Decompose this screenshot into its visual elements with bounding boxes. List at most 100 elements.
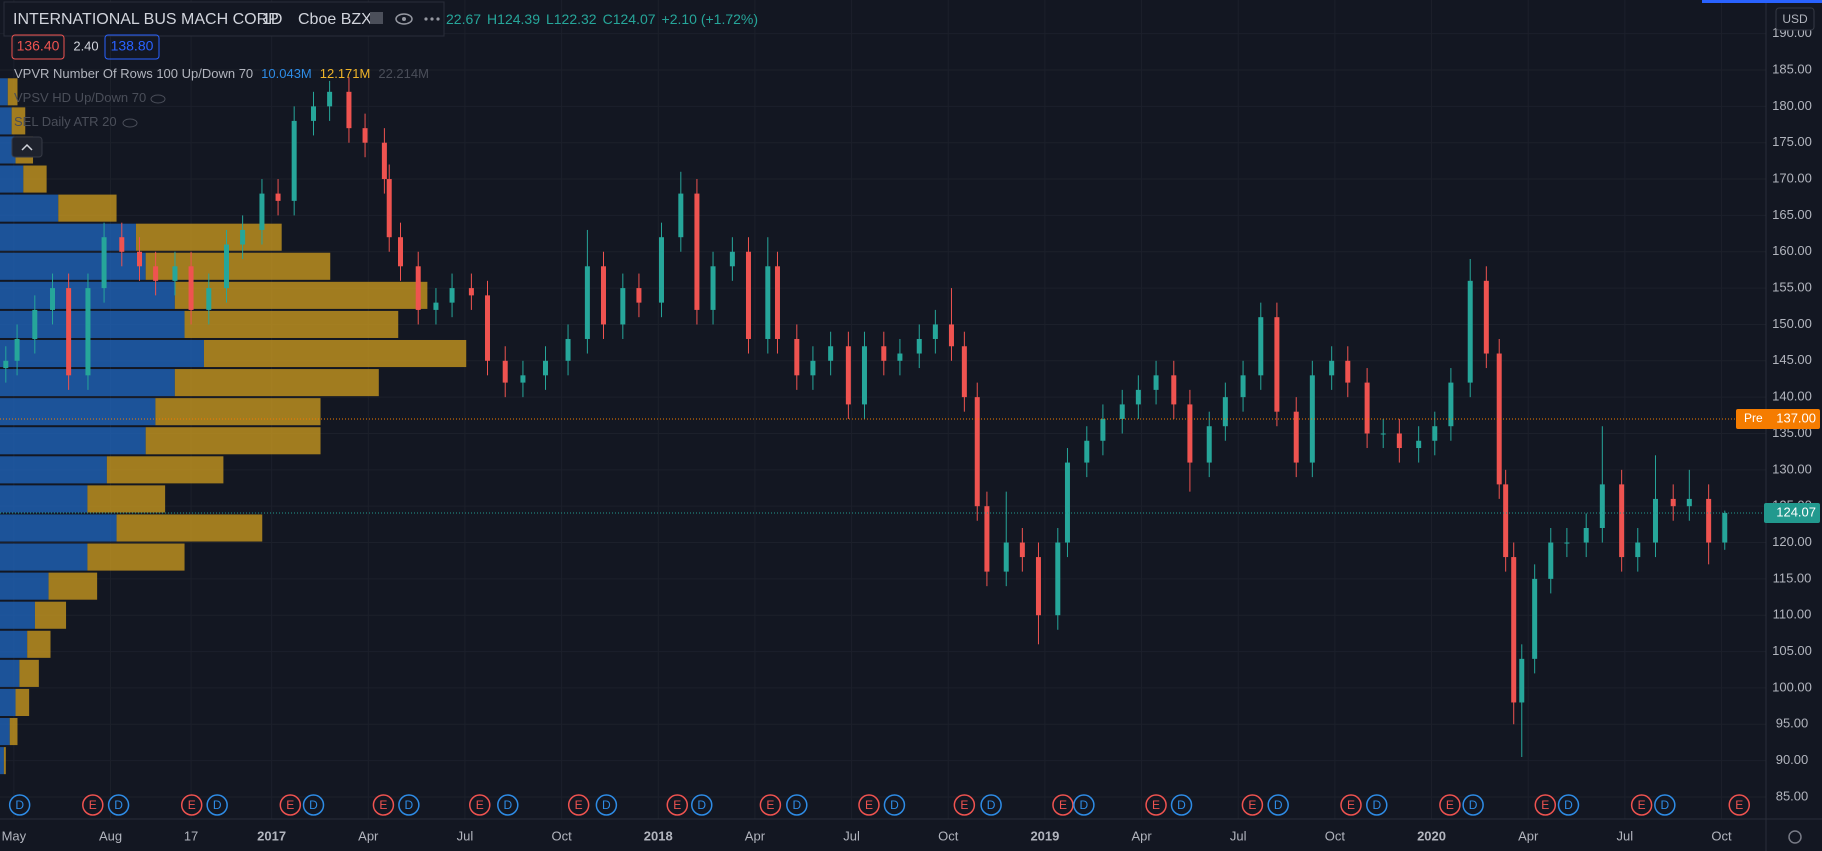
event-label: D <box>602 798 611 812</box>
event-marker[interactable] <box>497 794 519 816</box>
ask-box[interactable] <box>104 34 160 60</box>
profile-down <box>34 601 67 629</box>
event-marker[interactable] <box>372 794 395 816</box>
candle-body <box>433 302 439 310</box>
profile-down <box>58 194 117 222</box>
candle-body <box>386 179 392 238</box>
indicator-title: VPSV HD Up/Down 70 <box>14 90 146 105</box>
event-label: D <box>309 798 318 812</box>
candle-body <box>974 397 980 507</box>
event-marker[interactable] <box>595 794 618 816</box>
x-tick-label: May <box>2 828 27 843</box>
profile-up <box>0 78 8 106</box>
candle-body <box>1686 498 1692 507</box>
profile-down <box>87 543 185 571</box>
event-marker[interactable] <box>279 794 302 816</box>
event-marker[interactable] <box>1052 794 1074 816</box>
candle-body <box>1532 578 1538 659</box>
x-tick-label: 17 <box>184 828 198 843</box>
event-label: E <box>960 798 968 812</box>
y-tick-label: 85.00 <box>1776 788 1809 803</box>
event-marker[interactable] <box>1630 794 1653 816</box>
y-tick-label: 95.00 <box>1776 716 1809 731</box>
y-tick-label: 180.00 <box>1772 98 1812 113</box>
more-icon[interactable] <box>424 17 440 21</box>
event-marker[interactable] <box>1073 794 1095 816</box>
interval: 1D <box>262 11 282 28</box>
event-label: D <box>1660 798 1669 812</box>
event-marker[interactable] <box>1534 794 1557 816</box>
settings-icon[interactable] <box>1788 830 1802 844</box>
event-marker[interactable] <box>858 794 880 816</box>
indicator-title: VPVR Number Of Rows 100 Up/Down 70 <box>14 66 253 81</box>
event-marker[interactable] <box>1728 794 1751 816</box>
event-marker[interactable] <box>107 794 130 816</box>
event-marker[interactable] <box>180 794 203 816</box>
event-marker[interactable] <box>759 794 782 816</box>
event-marker[interactable] <box>666 794 689 816</box>
collapse-button[interactable] <box>11 136 43 158</box>
flag-icon[interactable] <box>370 12 383 24</box>
indicator-value: 22.214M <box>378 66 429 81</box>
event-marker[interactable] <box>1145 794 1167 816</box>
candle-body <box>520 375 526 383</box>
event-marker[interactable] <box>1170 794 1193 816</box>
event-marker[interactable] <box>1439 794 1461 816</box>
exchange: Cboe BZX <box>298 11 372 28</box>
x-tick-label: Jul <box>843 828 860 843</box>
candle-body <box>3 360 9 369</box>
candle-body <box>275 193 281 201</box>
event-marker[interactable] <box>469 794 491 816</box>
candle-body <box>346 91 352 129</box>
event-marker[interactable] <box>1366 794 1388 816</box>
candle-body <box>1519 658 1525 703</box>
y-tick-label: 110.00 <box>1773 607 1812 622</box>
ohlc-value: C124.07 <box>603 11 656 27</box>
y-tick-label: 105.00 <box>1772 643 1812 658</box>
candle-body <box>1019 542 1025 558</box>
candle-body <box>259 193 265 230</box>
event-marker[interactable] <box>398 794 420 816</box>
event-marker[interactable] <box>8 794 31 816</box>
indicator-legend: VPVR Number Of Rows 100 Up/Down 70 10.043… <box>14 66 429 129</box>
event-marker[interactable] <box>786 794 808 816</box>
candle-body <box>484 295 490 361</box>
profile-down <box>145 427 321 455</box>
event-label: E <box>1541 798 1549 812</box>
event-marker[interactable] <box>1241 794 1264 816</box>
event-label: D <box>987 798 996 812</box>
profile-down <box>116 514 263 542</box>
hidden-icon[interactable] <box>122 118 138 128</box>
event-marker[interactable] <box>567 794 590 816</box>
candle-body <box>1652 498 1658 543</box>
currency-box[interactable] <box>1775 7 1815 31</box>
event-marker[interactable] <box>1654 794 1676 816</box>
candle-body <box>678 193 684 238</box>
event-marker[interactable] <box>980 794 1002 816</box>
event-marker[interactable] <box>1340 794 1362 816</box>
candle-body <box>1483 280 1489 354</box>
x-tick-label: Oct <box>551 828 572 843</box>
event-marker[interactable] <box>206 794 228 816</box>
event-marker[interactable] <box>82 794 104 816</box>
x-tick-label: 2020 <box>1417 828 1446 843</box>
event-label: D <box>213 798 222 812</box>
event-marker[interactable] <box>302 794 325 816</box>
x-tick-label: Oct <box>938 828 959 843</box>
event-marker[interactable] <box>953 794 976 816</box>
ohlc-value: H124.39 <box>487 11 540 27</box>
event-marker[interactable] <box>1557 794 1580 816</box>
visibility-icon[interactable] <box>395 13 413 25</box>
event-marker[interactable] <box>883 794 906 816</box>
indicator-name: VPVR Number Of Rows 100 Up/Down 70 10.043… <box>14 66 429 81</box>
profile-up <box>0 427 146 455</box>
event-label: E <box>476 798 484 812</box>
hidden-icon[interactable] <box>150 94 166 104</box>
event-label: E <box>1735 798 1743 812</box>
event-marker[interactable] <box>1462 794 1484 816</box>
candle-body <box>1511 557 1517 703</box>
bid-box[interactable] <box>11 34 65 60</box>
event-marker[interactable] <box>691 794 713 816</box>
y-tick-label: 120.00 <box>1772 534 1812 549</box>
event-marker[interactable] <box>1267 794 1289 816</box>
